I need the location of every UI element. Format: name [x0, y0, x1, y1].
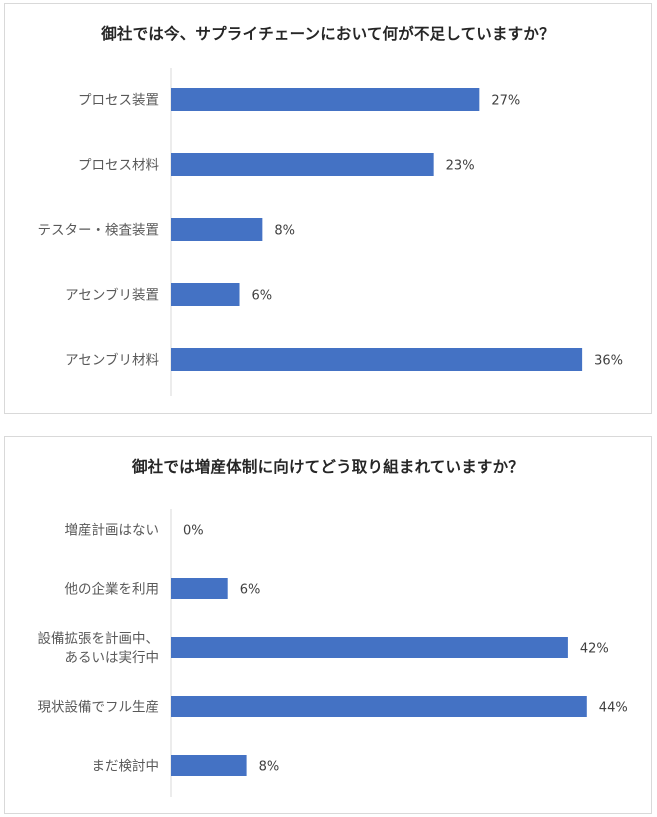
- bar: [171, 218, 263, 241]
- data-label: 42%: [580, 642, 609, 657]
- data-label: 27%: [491, 94, 520, 109]
- bar: [171, 637, 568, 658]
- chart-title: 御社では増産体制に向けてどう取り組まれていますか？: [131, 458, 525, 476]
- data-label: 23%: [446, 159, 475, 174]
- data-label: 44%: [599, 701, 628, 716]
- category-label: 他の企業を利用: [65, 581, 160, 598]
- category-label: まだ検討中: [92, 759, 160, 775]
- bar: [171, 755, 247, 776]
- bar: [171, 696, 587, 717]
- category-label: アセンブリ装置: [65, 287, 159, 304]
- category-label: アセンブリ材料: [65, 352, 159, 369]
- chart-title: 御社では今、サプライチェーンにおいて何が不足していますか？: [101, 25, 555, 43]
- bar: [171, 283, 240, 306]
- bar: [171, 348, 583, 371]
- data-label: 6%: [252, 289, 273, 304]
- bar: [171, 578, 228, 599]
- bar: [171, 88, 480, 111]
- category-label: プロセス装置: [78, 93, 159, 109]
- category-label: 増産計画はない: [65, 523, 160, 539]
- bar-chart-shortage: プロセス装置 27% プロセス材料 23% テスター・検査装置 8% アセンブリ装置 6% アセ…: [38, 68, 623, 396]
- bar-chart-production: 増産計画はない 0% 他の企業を利用 6% 設備拡張を計画中、あるいは実行中 42% 現状設…: [38, 509, 628, 797]
- chart-panel-production: 御社では増産体制に向けてどう取り組まれていますか？ 増産計画はない 0% 他の企業を…: [4, 436, 652, 814]
- category-label: 設備拡張を計画中、あるいは実行中: [38, 631, 160, 666]
- chart-panel-shortage: 御社では今、サプライチェーンにおいて何が不足していますか？ プロセス装置 27% プ…: [4, 3, 652, 414]
- data-label: 8%: [274, 224, 295, 239]
- bar: [171, 153, 434, 176]
- data-label: 36%: [594, 354, 623, 369]
- category-label: プロセス材料: [78, 158, 159, 174]
- data-label: 0%: [183, 524, 204, 539]
- category-label: テスター・検査装置: [38, 223, 160, 239]
- data-label: 8%: [259, 760, 280, 775]
- data-label: 6%: [240, 583, 261, 598]
- category-label: 現状設備でフル生産: [38, 700, 160, 716]
